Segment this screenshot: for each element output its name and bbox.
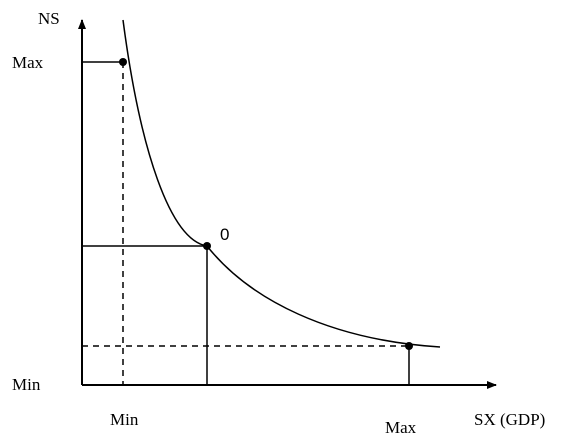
tradeoff-curve bbox=[122, 19, 441, 348]
x-tick-max: Max bbox=[385, 418, 417, 433]
y-tick-max: Max bbox=[12, 53, 44, 72]
y-tick-min: Min bbox=[12, 375, 41, 394]
max-sx-point bbox=[405, 342, 413, 350]
x-tick-min: Min bbox=[110, 410, 139, 429]
y-axis-label: NS bbox=[38, 9, 60, 28]
center-point bbox=[203, 242, 211, 250]
center-point-label: 0 bbox=[220, 225, 229, 244]
x-axis-label: SX (GDP) bbox=[474, 410, 545, 429]
max-ns-point bbox=[119, 58, 127, 66]
